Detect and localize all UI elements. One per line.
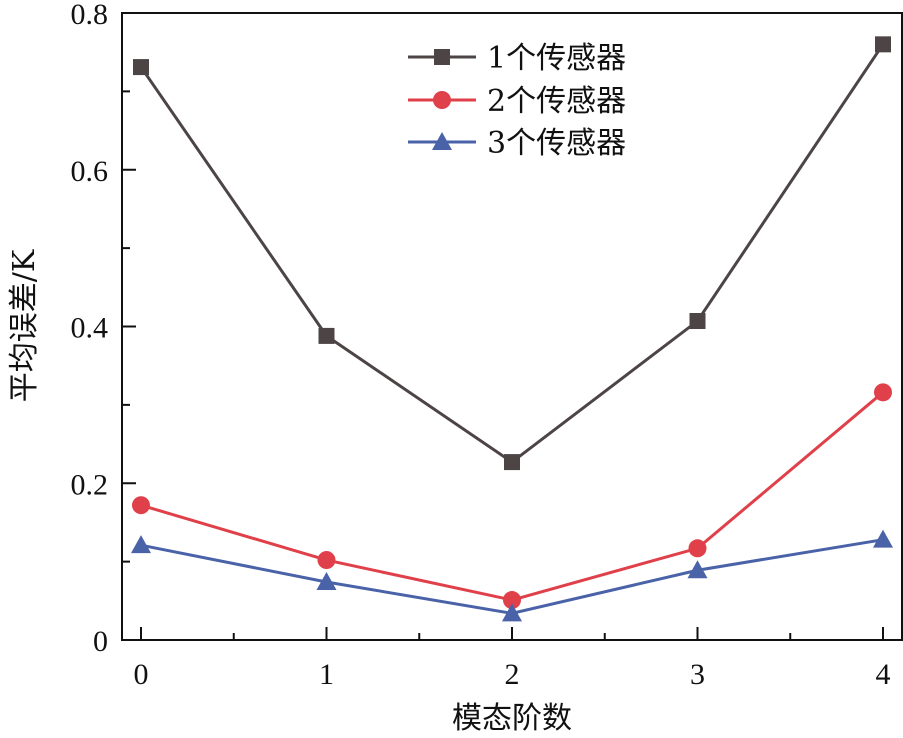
triangle-marker xyxy=(316,572,337,591)
square-marker xyxy=(504,454,520,471)
x-axis: 0 1 2 3 4 xyxy=(134,627,891,691)
series-3 xyxy=(131,529,893,622)
square-marker xyxy=(133,59,149,76)
legend-item-3: 3个传感器 xyxy=(408,126,626,161)
series-line xyxy=(140,391,884,602)
y-tick-label: 0.6 xyxy=(71,155,109,188)
y-tick-label: 0.2 xyxy=(71,468,109,501)
square-marker xyxy=(318,327,335,344)
legend-label: 1个传感器 xyxy=(487,41,626,76)
triangle-marker xyxy=(687,560,708,579)
series-layer xyxy=(131,36,893,622)
legend-item-1: 1个传感器 xyxy=(408,41,626,76)
y-axis: 0 0.2 0.4 0.6 0.8 xyxy=(71,0,136,658)
triangle-marker xyxy=(873,529,893,548)
legend-item-2: 2个传感器 xyxy=(408,84,626,119)
series-1 xyxy=(133,36,891,471)
y-tick-label: 0 xyxy=(93,625,108,658)
legend-label: 3个传感器 xyxy=(487,126,626,161)
x-tick-label: 0 xyxy=(134,658,149,691)
square-marker xyxy=(875,36,891,53)
x-tick-label: 1 xyxy=(319,658,334,691)
legend-marker-icon xyxy=(433,91,451,109)
square-marker xyxy=(689,313,706,330)
y-tick-label: 0.8 xyxy=(71,0,109,31)
circle-marker xyxy=(317,551,336,570)
x-tick-label: 3 xyxy=(690,658,705,691)
circle-marker xyxy=(503,591,521,610)
x-tick-label: 4 xyxy=(876,658,891,691)
circle-marker xyxy=(874,383,892,402)
legend-marker-icon xyxy=(432,132,452,150)
triangle-marker xyxy=(502,603,522,622)
y-tick-label: 0.4 xyxy=(71,312,109,345)
x-axis-title: 模态阶数 xyxy=(452,701,572,736)
circle-marker xyxy=(132,496,150,515)
series-2 xyxy=(132,383,892,610)
x-tick-label: 2 xyxy=(505,658,520,691)
circle-marker xyxy=(688,539,707,558)
legend-marker-icon xyxy=(434,49,450,65)
legend-label: 2个传感器 xyxy=(487,84,626,119)
legend: 1个传感器 2个传感器 3个传感器 xyxy=(408,41,626,161)
y-axis-title: 平均误差/K xyxy=(7,249,42,402)
triangle-marker xyxy=(131,535,151,554)
